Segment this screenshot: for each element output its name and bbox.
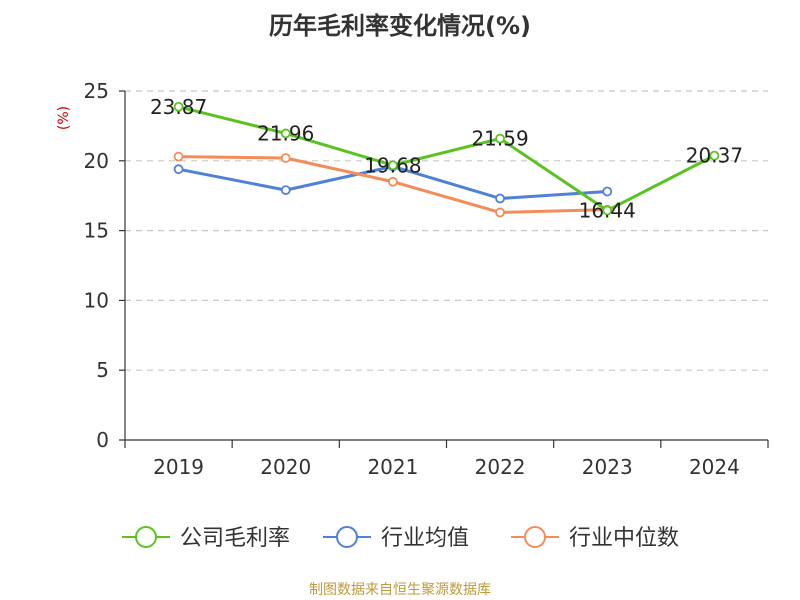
y-tick-label: 20	[84, 149, 109, 173]
x-tick-label: 2019	[153, 455, 204, 479]
x-tick-label: 2023	[582, 455, 633, 479]
legend-marker	[524, 526, 546, 548]
x-tick-label: 2020	[260, 455, 311, 479]
data-point	[602, 205, 613, 216]
data-label: 19.68	[364, 153, 421, 177]
grid-lines	[125, 90, 768, 371]
y-tick-label: 5	[96, 358, 109, 382]
legend-marker	[135, 526, 157, 548]
x-tick-label: 2021	[367, 455, 418, 479]
y-tick-label: 25	[84, 79, 109, 103]
series-line-0	[178, 105, 716, 212]
y-tick-label: 0	[96, 428, 109, 452]
data-point	[602, 186, 613, 197]
data-label: 20.37	[686, 144, 743, 168]
x-tick-label: 2022	[475, 455, 526, 479]
data-point	[173, 164, 184, 175]
data-label: 21.96	[257, 121, 314, 145]
legend-label: 行业中位数	[569, 526, 679, 551]
legend: 公司毛利率 行业均值 行业中位数	[122, 526, 679, 551]
legend-marker	[336, 526, 358, 548]
data-point	[495, 193, 505, 204]
data-label: 16.44	[579, 198, 636, 222]
data-point	[280, 185, 291, 196]
data-labels: 23.87 21.96 19.68 21.59 16.44 20.37	[150, 95, 743, 223]
x-tick-label: 2024	[689, 455, 740, 479]
legend-label: 行业均值	[381, 526, 469, 551]
series-lines	[173, 101, 720, 218]
source-note: 制图数据来自恒生聚源数据库	[309, 582, 491, 598]
legend-label: 公司毛利率	[180, 526, 290, 551]
data-point	[495, 207, 505, 218]
data-label: 21.59	[471, 127, 528, 151]
data-point	[280, 128, 291, 139]
data-point	[173, 151, 184, 162]
y-tick-label: 10	[84, 288, 109, 312]
axes: 0 5 10 15 20 25 2019 2020 2021 2022 2023 2024	[84, 79, 769, 479]
data-point	[495, 133, 505, 144]
data-label: 23.87	[150, 95, 207, 119]
data-point	[173, 101, 184, 112]
y-tick-label: 15	[84, 219, 109, 243]
data-point	[709, 150, 720, 161]
data-point	[388, 176, 398, 187]
chart-title: 历年毛利率变化情况(%)	[269, 12, 531, 40]
data-point	[388, 160, 398, 171]
data-point	[280, 153, 291, 163]
